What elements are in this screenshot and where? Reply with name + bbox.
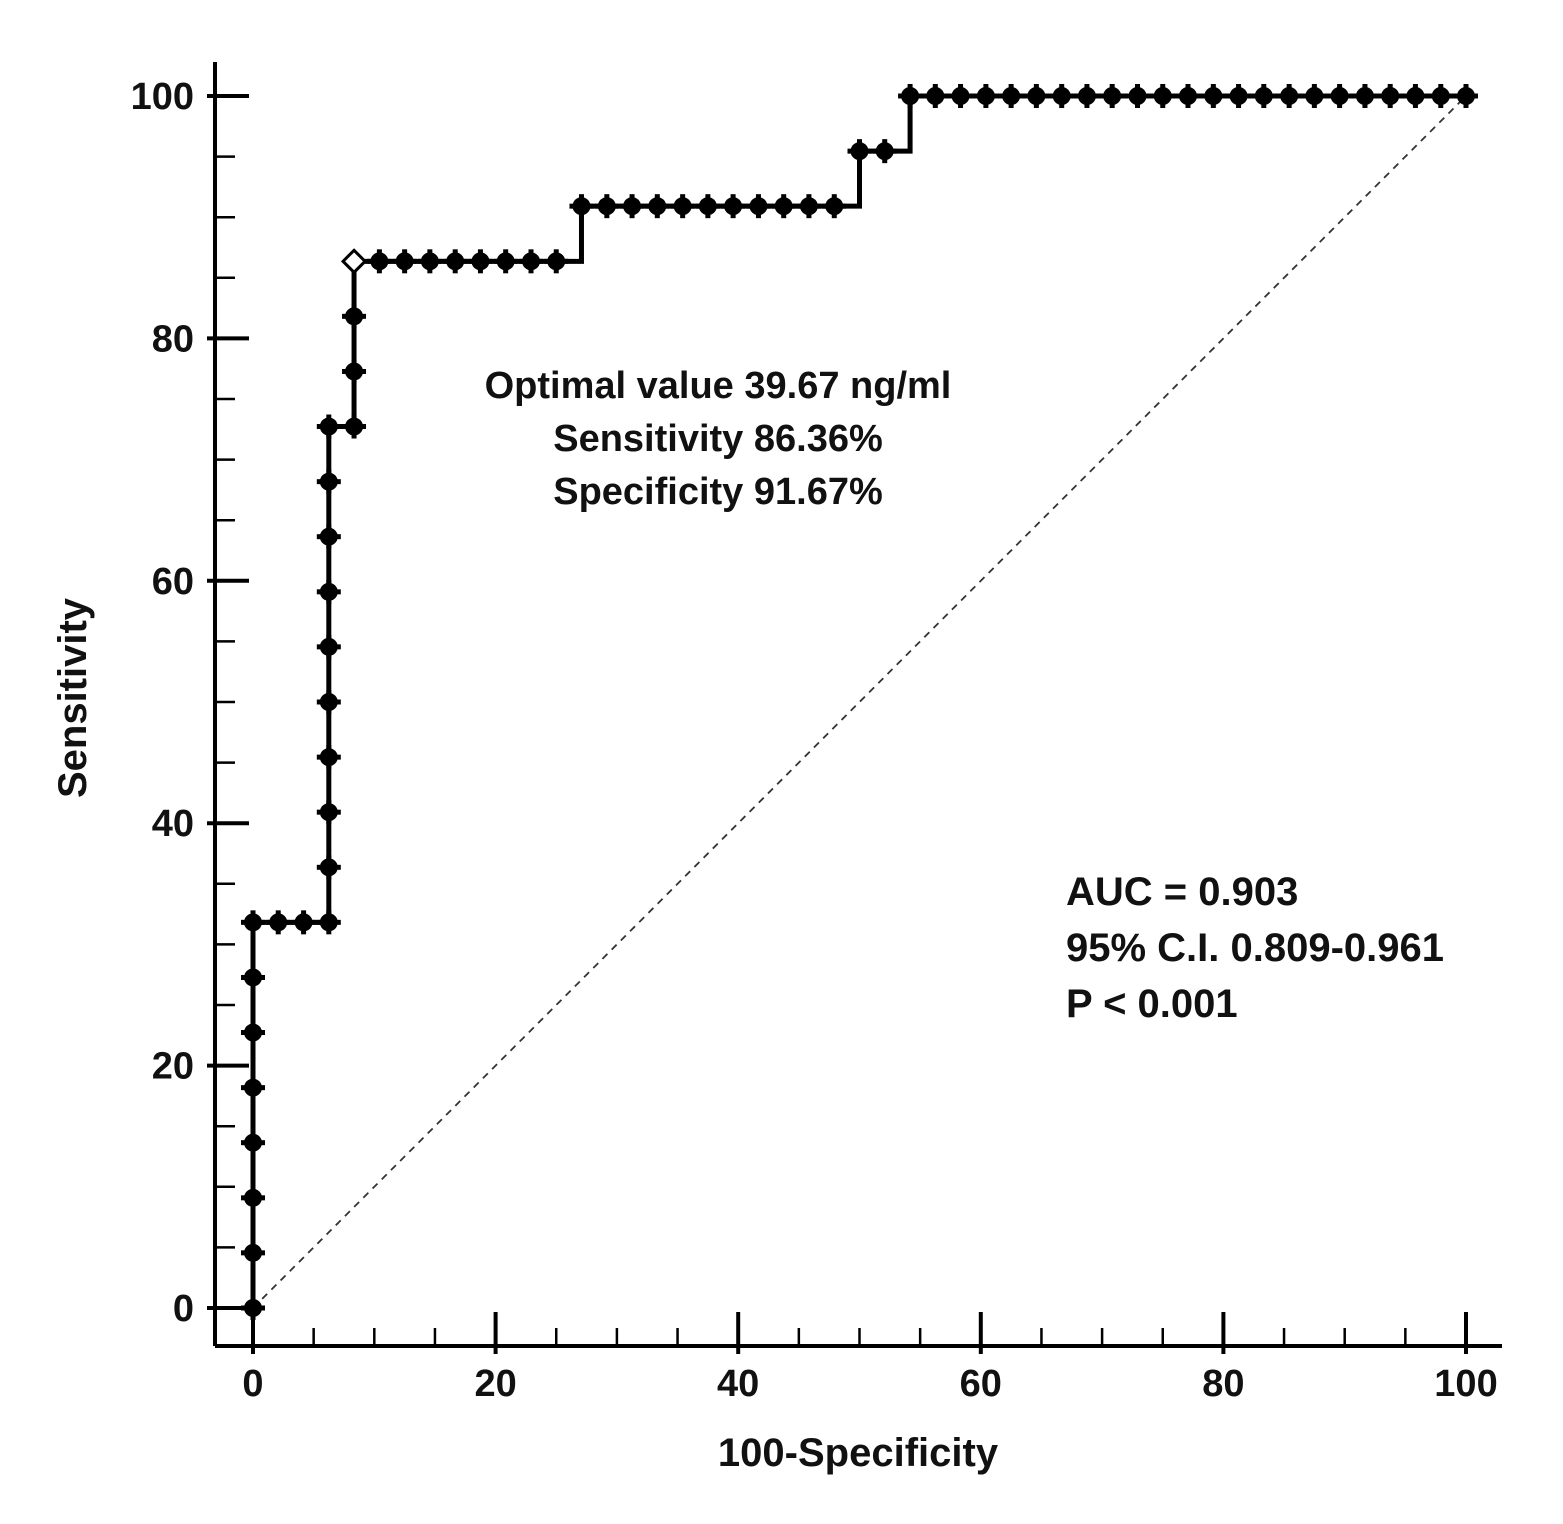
y-tick-label-100: 100 (131, 76, 194, 118)
roc-point-tick-v (578, 194, 584, 219)
roc-point-tick-v (1210, 84, 1216, 108)
roc-point-tick-v (1412, 84, 1418, 108)
x-axis-title: 100-Specificity (718, 1431, 999, 1475)
roc-point-tick-v (1286, 84, 1292, 108)
roc-point-tick-v (250, 1240, 256, 1265)
roc-point-tick-v (1311, 84, 1317, 108)
roc-point-tick-v (1059, 84, 1065, 108)
optimal-annotation: Optimal value 39.67 ng/ml Sensitivity 86… (485, 365, 952, 513)
roc-point-tick-v (1160, 84, 1166, 108)
roc-point-tick-v (326, 800, 332, 825)
auc-text: AUC = 0.903 (1066, 870, 1298, 914)
optimal-point-marker (340, 248, 368, 275)
roc-point-tick-v (604, 194, 610, 219)
optimal-value-text: Optimal value 39.67 ng/ml (485, 365, 952, 407)
roc-point-tick-v (831, 194, 837, 219)
roc-point-tick-v (1109, 84, 1115, 108)
roc-point-tick-v (1135, 84, 1141, 108)
roc-point-tick-v (629, 194, 635, 219)
roc-point-tick-v (1438, 84, 1444, 108)
x-tick-label-20: 20 (474, 1363, 516, 1405)
y-tick-label-80: 80 (152, 318, 194, 360)
roc-point-tick-v (983, 84, 989, 108)
roc-point-tick-v (680, 194, 686, 219)
x-tick-label-80: 80 (1202, 1363, 1244, 1405)
roc-point-tick-v (781, 194, 787, 219)
roc-point-tick-v (1033, 84, 1039, 108)
roc-point-tick-v (452, 249, 458, 274)
roc-point-tick-v (503, 249, 509, 274)
roc-point-tick-v (326, 634, 332, 659)
reference-line-group (252, 95, 1467, 1309)
roc-point-tick-v (755, 194, 761, 219)
roc-point-tick-v (882, 139, 888, 164)
roc-point-tick-v (250, 1296, 256, 1320)
roc-point-tick-v (326, 690, 332, 714)
roc-point-tick-v (1236, 84, 1242, 108)
roc-point-tick-v (351, 414, 357, 439)
roc-point-tick-v (376, 249, 382, 274)
p-value-text: P < 0.001 (1066, 982, 1238, 1026)
roc-point-tick-v (1185, 84, 1191, 108)
roc-point-tick-v (958, 84, 964, 108)
y-axis-title: Sensitivity (51, 597, 95, 798)
roc-point-tick-v (250, 910, 256, 935)
optimal-sensitivity-text: Sensitivity 86.36% (553, 418, 883, 460)
roc-point-tick-v (402, 249, 408, 274)
y-tick-label-60: 60 (152, 561, 194, 603)
roc-point-tick-v (351, 304, 357, 329)
roc-point-tick-v (275, 910, 281, 935)
x-tick-label-100: 100 (1434, 1363, 1497, 1405)
roc-point-tick-v (857, 139, 862, 164)
roc-point-tick-v (326, 745, 332, 770)
ci-text: 95% C.I. 0.809-0.961 (1066, 926, 1444, 970)
roc-point-tick-v (250, 1075, 256, 1100)
roc-point-tick-v (1008, 84, 1014, 108)
roc-point-tick-v (301, 910, 307, 935)
roc-point-tick-v (730, 194, 736, 219)
roc-point-tick-v (1084, 84, 1090, 108)
roc-point-tick-v (326, 579, 332, 604)
roc-point-tick-v (326, 524, 332, 549)
roc-point-tick-v (907, 84, 913, 108)
x-tick-label-60: 60 (960, 1363, 1002, 1405)
optimal-specificity-text: Specificity 91.67% (553, 471, 883, 513)
roc-point-tick-v (326, 414, 332, 439)
stats-annotation: AUC = 0.903 95% C.I. 0.809-0.961 P < 0.0… (1066, 870, 1444, 1026)
roc-point-tick-v (654, 194, 660, 219)
roc-point-tick-v (1362, 84, 1368, 108)
x-tick-label-0: 0 (242, 1363, 263, 1405)
roc-point-tick-v (705, 194, 711, 219)
roc-point-tick-v (427, 249, 433, 274)
roc-point-tick-v (250, 965, 256, 990)
tick-labels: 0 20 40 60 80 100 0 20 40 60 80 100 (131, 76, 1498, 1405)
roc-point-tick-v (326, 469, 332, 494)
y-tick-label-40: 40 (152, 803, 194, 845)
roc-point-tick-v (351, 359, 357, 384)
roc-point-tick-v (528, 249, 534, 274)
roc-curve-group (241, 84, 1478, 1320)
x-tick-label-40: 40 (717, 1363, 759, 1405)
roc-point-tick-v (1387, 84, 1393, 108)
roc-point-tick-v (1261, 84, 1267, 108)
reference-diagonal-line (252, 95, 1467, 1309)
roc-point-tick-v (326, 855, 332, 880)
roc-point-tick-v (553, 249, 559, 274)
y-tick-label-20: 20 (152, 1046, 194, 1088)
roc-point-tick-v (806, 194, 812, 219)
y-tick-label-0: 0 (173, 1288, 194, 1330)
roc-point-tick-v (1463, 84, 1469, 108)
roc-point-tick-v (1337, 84, 1343, 108)
roc-point-tick-v (326, 910, 332, 935)
roc-point-tick-v (250, 1185, 256, 1210)
axes (207, 62, 1502, 1354)
roc-point-tick-v (932, 84, 938, 108)
roc-point-tick-v (477, 249, 483, 274)
roc-point-tick-v (250, 1020, 256, 1045)
roc-point-tick-v (250, 1130, 256, 1155)
